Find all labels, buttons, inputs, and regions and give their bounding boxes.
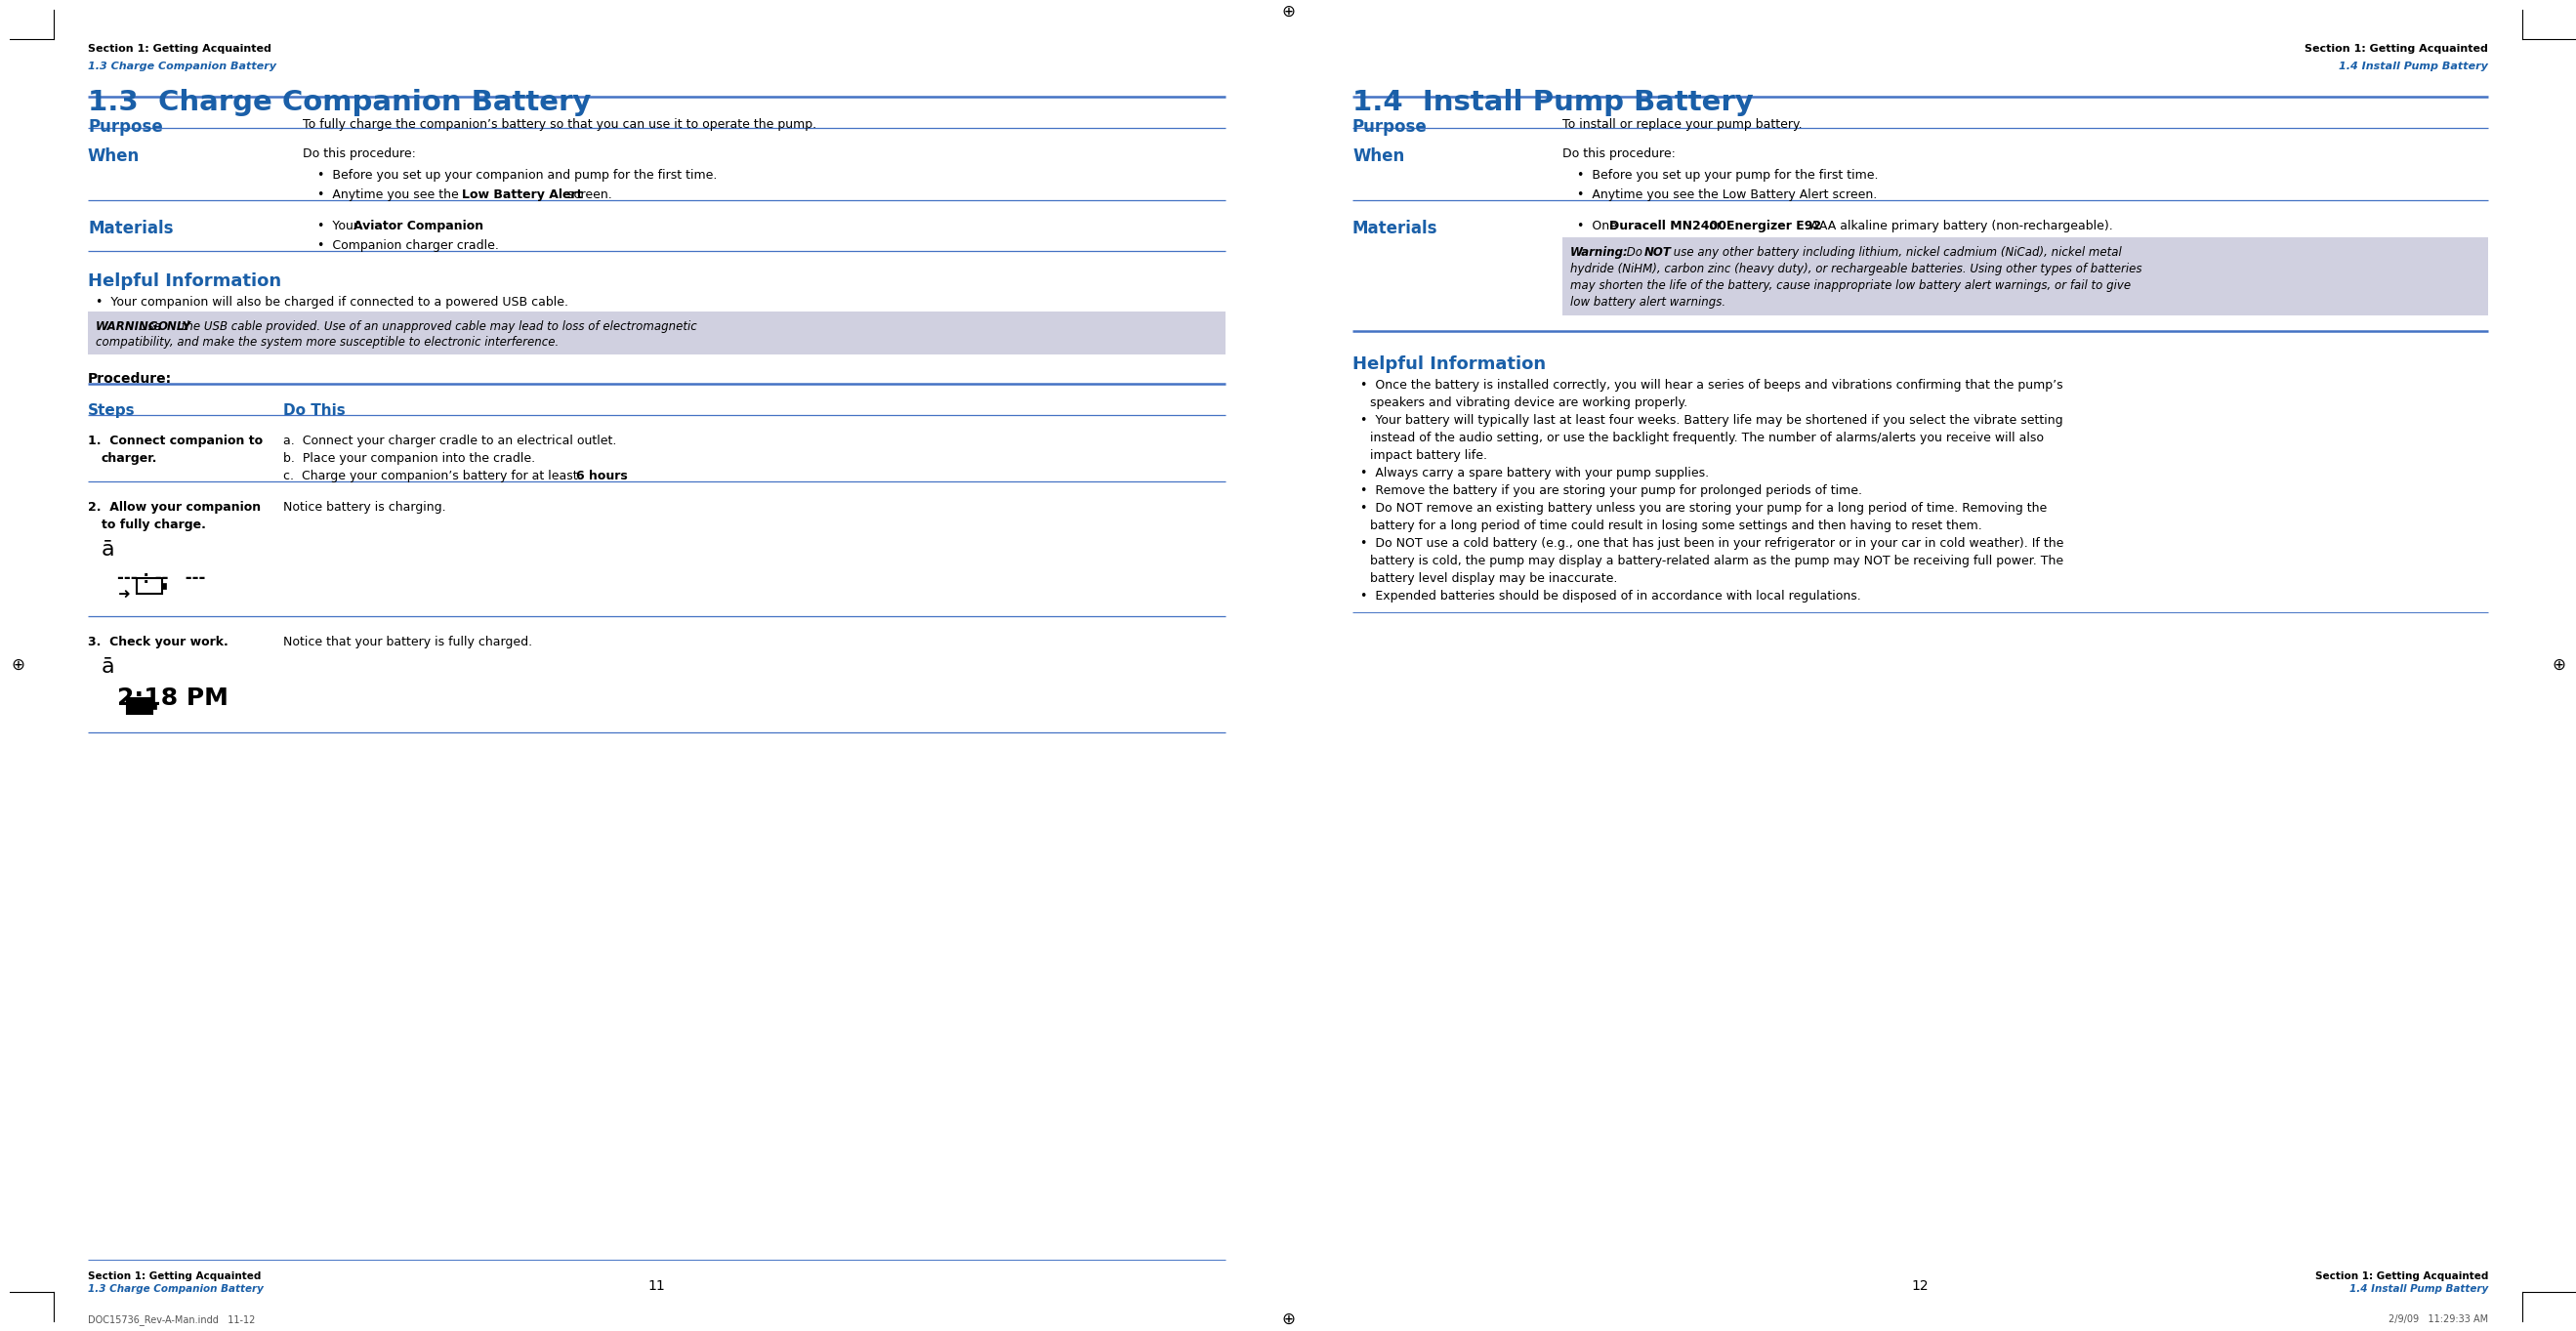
Text: Aviator Companion: Aviator Companion [353,220,484,233]
Text: Notice battery is charging.: Notice battery is charging. [283,500,446,514]
Text: ā: ā [100,658,116,676]
Text: Section 1: Getting Acquainted: Section 1: Getting Acquainted [88,44,270,53]
Text: battery for a long period of time could result in losing some settings and then : battery for a long period of time could … [1370,519,1981,532]
Text: ONLY: ONLY [157,321,191,333]
Text: •  Remove the battery if you are storing your pump for prolonged periods of time: • Remove the battery if you are storing … [1360,484,1862,496]
Text: •  Once the battery is installed correctly, you will hear a series of beeps and : • Once the battery is installed correctl… [1360,379,2063,391]
Bar [1564,237,2488,315]
Text: Section 1: Getting Acquainted: Section 1: Getting Acquainted [2316,1271,2488,1282]
Text: WARNING:: WARNING: [95,321,162,333]
Text: •  Before you set up your companion and pump for the first time.: • Before you set up your companion and p… [317,169,716,181]
Text: Warning:: Warning: [1571,246,1628,258]
Text: •  One: • One [1577,220,1620,233]
Text: speakers and vibrating device are working properly.: speakers and vibrating device are workin… [1370,397,1687,409]
Text: •  Before you set up your pump for the first time.: • Before you set up your pump for the fi… [1577,169,1878,181]
Text: .: . [456,220,459,233]
Text: or: or [1705,220,1726,233]
Text: Materials: Materials [88,220,173,237]
Text: DOC15736_Rev-A-Man.indd   11-12: DOC15736_Rev-A-Man.indd 11-12 [88,1315,255,1326]
Text: •  Anytime you see the Low Battery Alert screen.: • Anytime you see the Low Battery Alert … [1577,189,1878,201]
Text: Low Battery Alert: Low Battery Alert [461,189,582,201]
Text: charger.: charger. [100,453,157,465]
Text: low battery alert warnings.: low battery alert warnings. [1571,295,1726,309]
Text: •  Do NOT remove an existing battery unless you are storing your pump for a long: • Do NOT remove an existing battery unle… [1360,502,2048,515]
Text: a.  Connect your charger cradle to an electrical outlet.: a. Connect your charger cradle to an ele… [283,434,616,447]
Text: Do this procedure:: Do this procedure: [1564,148,1674,160]
Text: Duracell MN2400: Duracell MN2400 [1610,220,1726,233]
Text: --- : --   ---: --- : -- --- [116,570,206,587]
Text: Use: Use [137,321,165,333]
Text: ⊕: ⊕ [10,656,23,673]
Text: 12: 12 [1911,1279,1929,1292]
Text: Section 1: Getting Acquainted: Section 1: Getting Acquainted [2306,44,2488,53]
Text: Procedure:: Procedure: [88,373,173,386]
Text: •  Companion charger cradle.: • Companion charger cradle. [317,240,500,252]
Text: AAA alkaline primary battery (non-rechargeable).: AAA alkaline primary battery (non-rechar… [1806,220,2112,233]
Text: Notice that your battery is fully charged.: Notice that your battery is fully charge… [283,636,533,648]
Text: When: When [88,148,139,165]
Text: Do: Do [1623,246,1646,258]
Text: 1.4 Install Pump Battery: 1.4 Install Pump Battery [2349,1284,2488,1294]
Text: 1.3 Charge Companion Battery: 1.3 Charge Companion Battery [88,1284,263,1294]
Text: Do this procedure:: Do this procedure: [304,148,415,160]
Text: the USB cable provided. Use of an unapproved cable may lead to loss of electroma: the USB cable provided. Use of an unappr… [178,321,698,333]
Text: NOT: NOT [1643,246,1672,258]
Text: •  Do NOT use a cold battery (e.g., one that has just been in your refrigerator : • Do NOT use a cold battery (e.g., one t… [1360,538,2063,550]
Text: 1.3 Charge Companion Battery: 1.3 Charge Companion Battery [88,61,276,72]
Text: instead of the audio setting, or use the backlight frequently. The number of ala: instead of the audio setting, or use the… [1370,431,2043,445]
Bar [162,583,165,588]
Text: To fully charge the companion’s battery so that you can use it to operate the pu: To fully charge the companion’s battery … [304,118,817,130]
Text: •  Your companion will also be charged if connected to a powered USB cable.: • Your companion will also be charged if… [95,295,569,309]
Text: 2.  Allow your companion: 2. Allow your companion [88,500,260,514]
Text: Do This: Do This [283,403,345,418]
Text: 2/9/09   11:29:33 AM: 2/9/09 11:29:33 AM [2388,1315,2488,1324]
Text: impact battery life.: impact battery life. [1370,449,1486,462]
Text: •  Your: • Your [317,220,363,233]
Text: 1.3  Charge Companion Battery: 1.3 Charge Companion Battery [88,89,590,116]
Text: battery level display may be inaccurate.: battery level display may be inaccurate. [1370,572,1618,584]
Text: •  Expended batteries should be disposed of in accordance with local regulations: • Expended batteries should be disposed … [1360,590,1860,603]
Text: compatibility, and make the system more susceptible to electronic interference.: compatibility, and make the system more … [95,335,559,349]
Text: .: . [623,470,626,482]
Text: 1.4  Install Pump Battery: 1.4 Install Pump Battery [1352,89,1754,116]
Text: Helpful Information: Helpful Information [1352,355,1546,373]
Text: Steps: Steps [88,403,137,418]
Text: Purpose: Purpose [88,118,162,136]
Text: 11: 11 [647,1279,665,1292]
Text: Helpful Information: Helpful Information [88,273,281,290]
Text: to fully charge.: to fully charge. [100,519,206,531]
Bar [88,311,1226,354]
Text: Purpose: Purpose [1352,118,1427,136]
Text: Energizer E92: Energizer E92 [1726,220,1821,233]
Text: use any other battery including lithium, nickel cadmium (NiCad), nickel metal: use any other battery including lithium,… [1669,246,2123,258]
Text: Materials: Materials [1352,220,1437,237]
Text: b.  Place your companion into the cradle.: b. Place your companion into the cradle. [283,453,536,465]
Text: ⊕: ⊕ [1280,1311,1296,1328]
Text: •  Always carry a spare battery with your pump supplies.: • Always carry a spare battery with your… [1360,467,1708,479]
Bar [137,578,162,594]
Text: hydride (NiHM), carbon zinc (heavy duty), or rechargeable batteries. Using other: hydride (NiHM), carbon zinc (heavy duty)… [1571,262,2143,276]
Text: ⊕: ⊕ [1280,3,1296,20]
Text: 6 hours: 6 hours [577,470,629,482]
Text: When: When [1352,148,1404,165]
Text: ā: ā [100,540,116,559]
Text: 1.4 Install Pump Battery: 1.4 Install Pump Battery [2339,61,2488,72]
Text: c.  Charge your companion’s battery for at least: c. Charge your companion’s battery for a… [283,470,582,482]
Text: may shorten the life of the battery, cause inappropriate low battery alert warni: may shorten the life of the battery, cau… [1571,280,2130,291]
Text: 2:18 PM: 2:18 PM [116,687,229,709]
Text: screen.: screen. [564,189,613,201]
Text: To install or replace your pump battery.: To install or replace your pump battery. [1564,118,1803,130]
Text: battery is cold, the pump may display a battery-related alarm as the pump may NO: battery is cold, the pump may display a … [1370,555,2063,567]
Text: ➜: ➜ [116,587,129,602]
Text: •  Your battery will typically last at least four weeks. Battery life may be sho: • Your battery will typically last at le… [1360,414,2063,427]
Text: •  Anytime you see the: • Anytime you see the [317,189,464,201]
Text: 3.  Check your work.: 3. Check your work. [88,636,229,648]
Text: 1.  Connect companion to: 1. Connect companion to [88,434,263,447]
Bar [152,703,157,709]
Bar [126,699,152,713]
Text: Section 1: Getting Acquainted: Section 1: Getting Acquainted [88,1271,260,1282]
Text: ⊕: ⊕ [2553,656,2566,673]
